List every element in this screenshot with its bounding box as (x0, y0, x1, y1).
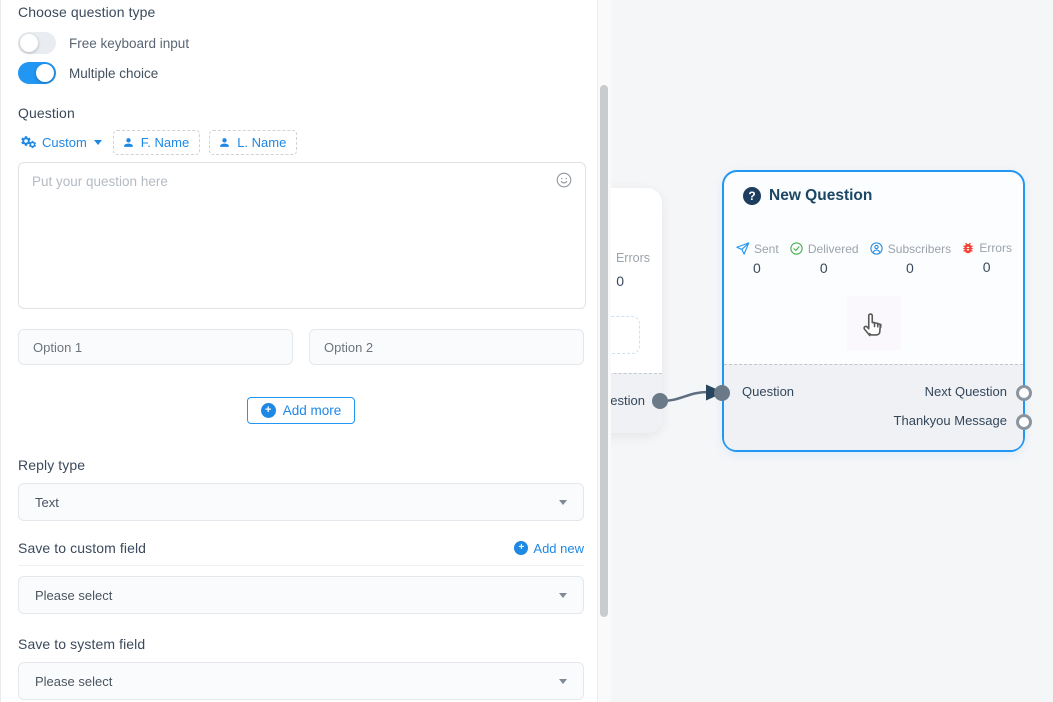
multiple-choice-toggle[interactable] (18, 62, 56, 84)
prev-node-output-port[interactable] (652, 393, 668, 409)
question-editor-panel: Choose question type Free keyboard input… (0, 0, 598, 702)
prev-errors-value: 0 (616, 273, 624, 289)
node-input-label: Question (742, 384, 795, 399)
bug-errors-icon (611, 252, 612, 265)
free-keyboard-toggle[interactable] (18, 32, 56, 54)
toggle-knob (20, 34, 38, 52)
stat-delivered-value: 0 (819, 260, 828, 276)
prev-output-label: Next Question (611, 393, 645, 408)
add-more-wrap: + Add more (18, 397, 584, 424)
chevron-down-icon (559, 592, 567, 598)
question-input-port[interactable] (714, 385, 730, 401)
next-question-output-port[interactable] (1016, 385, 1032, 401)
reply-type-heading: Reply type (18, 457, 86, 473)
person-icon (123, 137, 133, 147)
send-icon (736, 242, 750, 255)
add-more-button[interactable]: + Add more (246, 397, 356, 424)
last-name-tag-label: L. Name (237, 134, 287, 150)
plus-circle-icon: + (514, 541, 529, 555)
free-keyboard-toggle-label: Free keyboard input (69, 35, 190, 51)
custom-dropdown-button[interactable]: Custom (18, 133, 104, 152)
stat-errors-label: Errors (979, 241, 1012, 255)
node-stats-row: Sent 0 Delivered 0 Subscribers (724, 241, 1023, 276)
system-field-select[interactable]: Please select (18, 662, 584, 700)
chevron-down-icon (559, 678, 567, 684)
stat-errors: Errors 0 (961, 241, 1012, 276)
bug-errors-icon (963, 242, 973, 254)
question-textarea-wrap (18, 162, 586, 314)
last-name-tag-button[interactable]: L. Name (209, 129, 298, 155)
custom-dropdown-label: Custom (42, 134, 87, 150)
reply-type-value: Text (35, 494, 59, 510)
system-field-value: Please select (35, 673, 113, 689)
multiple-choice-toggle-row: Multiple choice (18, 62, 584, 84)
multiple-choice-toggle-label: Multiple choice (69, 65, 159, 81)
question-mark-icon: ? (743, 187, 761, 205)
stat-sent-value: 0 (752, 260, 761, 276)
options-row (18, 329, 584, 365)
custom-field-select[interactable]: Please select (18, 576, 584, 614)
custom-field-header: Save to custom field + Add new (18, 540, 584, 566)
chevron-down-icon (93, 139, 102, 145)
node-header: ? New Question (724, 172, 1023, 205)
stat-subscribers: Subscribers 0 (869, 241, 951, 276)
prev-node-button-placeholder[interactable] (611, 316, 640, 354)
first-name-tag-label: F. Name (140, 134, 190, 150)
node-output-next-question-label: Next Question (924, 384, 1007, 399)
system-field-heading: Save to system field (18, 636, 146, 652)
smiley-icon (556, 172, 572, 188)
subscribers-icon (870, 242, 883, 255)
new-question-node[interactable]: ? New Question Sent 0 Delivered 0 (722, 170, 1025, 452)
emoji-picker-button[interactable] (555, 171, 573, 189)
option-1-input[interactable] (18, 329, 293, 365)
stat-delivered-label: Delivered (807, 241, 859, 256)
prev-node-errors-stat: Errors (611, 251, 650, 265)
add-new-custom-field-link[interactable]: + Add new (514, 541, 584, 556)
stat-errors-value: 0 (982, 259, 991, 275)
toggle-knob (36, 64, 54, 82)
add-more-label: Add more (282, 403, 342, 418)
node-output-thankyou-label: Thankyou Message (893, 413, 1007, 428)
custom-field-value: Please select (35, 587, 113, 603)
stat-sent: Sent 0 (735, 241, 779, 276)
person-icon (220, 137, 230, 147)
option-2-input[interactable] (309, 329, 584, 365)
question-heading: Question (18, 105, 75, 121)
stat-subscribers-label: Subscribers (887, 241, 952, 256)
delivered-check-icon (790, 242, 803, 255)
choose-question-type-heading: Choose question type (18, 4, 156, 20)
chevron-down-icon (559, 499, 567, 505)
stat-subscribers-value: 0 (906, 260, 914, 276)
thankyou-message-output-port[interactable] (1016, 414, 1032, 430)
panel-scrollbar[interactable] (598, 0, 611, 702)
reply-type-select[interactable]: Text (18, 483, 584, 521)
node-footer: Question Next Question Thankyou Message (724, 364, 1023, 450)
prev-errors-label: Errors (615, 251, 650, 265)
free-keyboard-toggle-row: Free keyboard input (18, 32, 584, 54)
merge-tag-row: Custom F. Name L. Name (18, 129, 584, 155)
node-drop-zone[interactable] (847, 296, 901, 350)
hand-cursor-icon (863, 313, 882, 337)
gears-icon (20, 135, 37, 150)
flow-canvas[interactable]: Errors 0 Next Question ? New Question Se… (611, 0, 1053, 702)
node-title: New Question (769, 187, 873, 204)
plus-circle-icon: + (260, 403, 276, 418)
first-name-tag-button[interactable]: F. Name (112, 129, 201, 155)
stat-delivered: Delivered 0 (789, 241, 859, 276)
add-new-label: Add new (533, 540, 584, 556)
scrollbar-thumb[interactable] (600, 85, 608, 617)
stat-sent-label: Sent (754, 241, 779, 256)
question-textarea[interactable] (18, 162, 586, 309)
custom-field-heading: Save to custom field (18, 540, 147, 556)
